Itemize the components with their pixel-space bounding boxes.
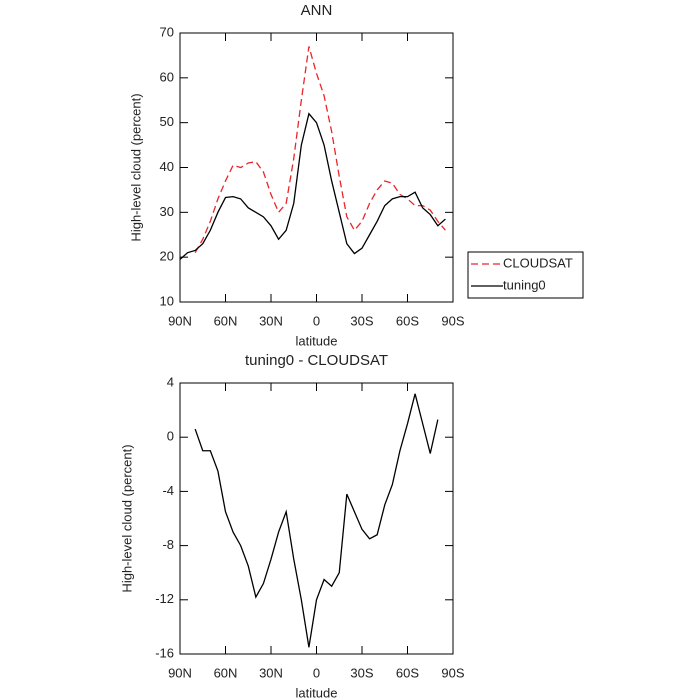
y-tick-label: 70	[160, 24, 174, 39]
y-tick-label: -8	[162, 537, 174, 552]
y-tick-label: -16	[155, 645, 174, 660]
y-axis-label: High-level cloud (percent)	[128, 93, 143, 241]
x-tick-label: 30N	[259, 665, 283, 680]
x-tick-label: 90S	[441, 665, 464, 680]
y-tick-label: 40	[160, 159, 174, 174]
x-tick-label: 90N	[168, 665, 192, 680]
x-tick-label: 30S	[350, 665, 373, 680]
y-tick-label: 4	[167, 374, 174, 389]
x-tick-label: 0	[313, 313, 320, 328]
data-line	[179, 112, 446, 260]
y-tick-label: 10	[160, 293, 174, 308]
x-tick-label: 60S	[396, 313, 419, 328]
chart-title: ANN	[301, 2, 333, 19]
y-tick-label: 0	[167, 429, 174, 444]
x-tick-label: 0	[313, 665, 320, 680]
y-axis-label: High-level cloud (percent)	[119, 444, 134, 592]
x-axis-label: latitude	[296, 685, 338, 700]
x-tick-label: 90S	[441, 313, 464, 328]
chart-title: tuning0 - CLOUDSAT	[245, 352, 388, 369]
x-tick-label: 90N	[168, 313, 192, 328]
y-tick-label: 50	[160, 114, 174, 129]
y-tick-label: 30	[160, 204, 174, 219]
legend-label: tuning0	[503, 277, 546, 292]
x-tick-label: 60N	[214, 313, 238, 328]
data-line	[194, 393, 439, 648]
x-tick-label: 30S	[350, 313, 373, 328]
x-tick-label: 60S	[396, 665, 419, 680]
legend-label: CLOUDSAT	[503, 255, 573, 270]
plot-frame	[179, 382, 454, 655]
x-axis-label: latitude	[296, 333, 338, 348]
legend-box	[467, 251, 584, 299]
y-tick-label: 60	[160, 69, 174, 84]
y-tick-label: 20	[160, 249, 174, 264]
data-line	[194, 46, 446, 254]
y-tick-label: -4	[162, 483, 174, 498]
y-tick-label: -12	[155, 591, 174, 606]
x-tick-label: 30N	[259, 313, 283, 328]
x-tick-label: 60N	[214, 665, 238, 680]
